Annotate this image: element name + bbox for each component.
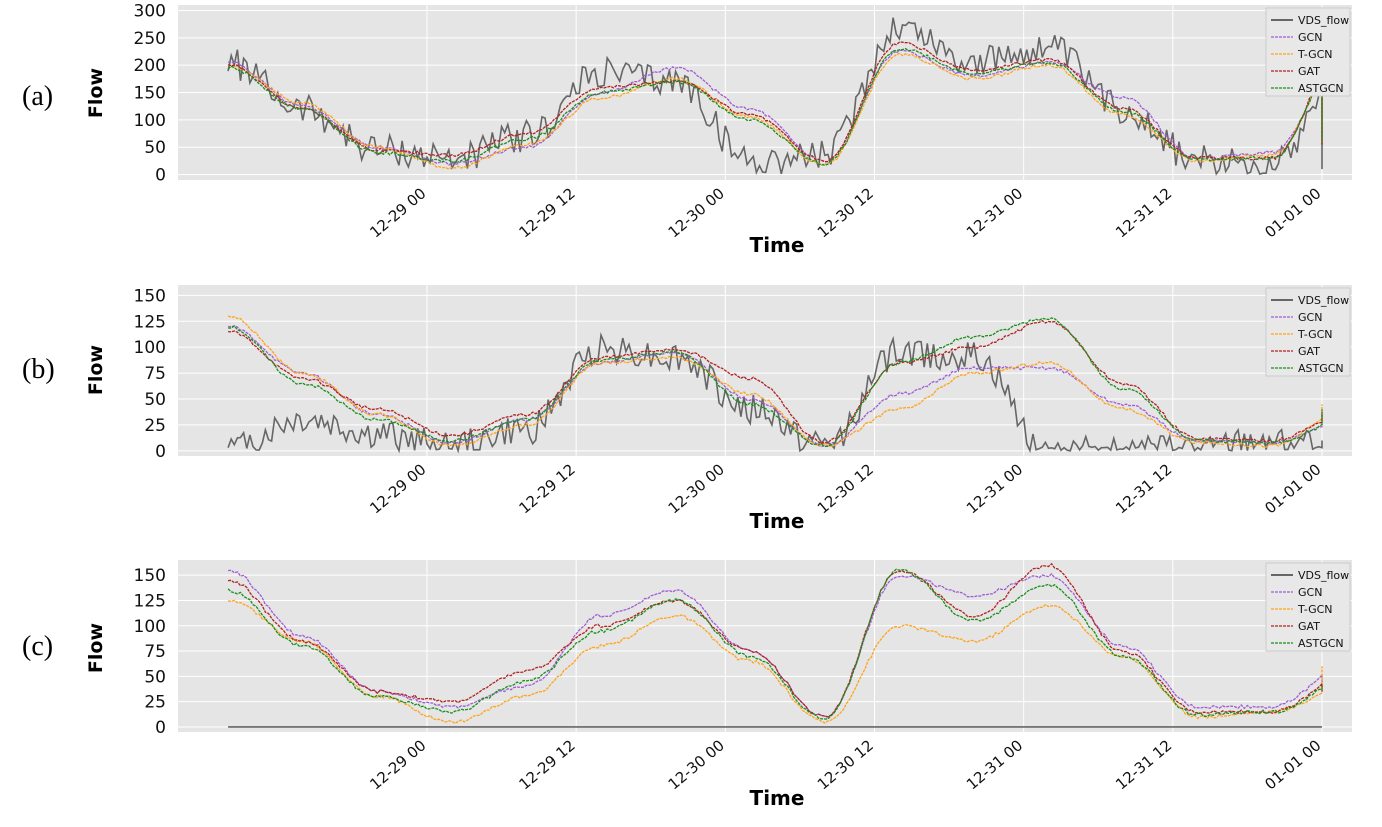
panel-0: 0 50 100 150 200 250 300 12-29 00 12-29 12 12-30 … (22, 1, 1352, 257)
legend (1265, 287, 1351, 377)
legend-entry: T-GCN (1297, 603, 1333, 616)
y-tick-label: 50 (144, 138, 166, 158)
x-tick-label: 12-30 00 (665, 736, 728, 793)
y-axis-label: Flow (85, 345, 107, 395)
y-tick-label: 150 (134, 566, 166, 586)
y-tick-label: 150 (134, 84, 166, 104)
x-tick-label: 12-31 00 (963, 184, 1026, 241)
x-axis-label: Time (750, 786, 805, 810)
y-tick-label: 0 (155, 718, 166, 738)
x-tick-label: 12-31 12 (1112, 460, 1175, 517)
series-line-gat (228, 319, 1323, 444)
y-tick-label: 75 (144, 364, 166, 384)
x-tick-label: 12-29 12 (515, 460, 578, 517)
panel-label: (a) (22, 81, 53, 112)
y-tick-label: 75 (144, 642, 166, 662)
legend-entry: GAT (1298, 345, 1320, 358)
plot-area (178, 560, 1352, 732)
x-tick-label: 12-31 12 (1112, 736, 1175, 793)
legend-entry: GCN (1298, 311, 1322, 324)
legend-entry: GAT (1298, 620, 1320, 633)
x-tick-label: 01-01 00 (1261, 460, 1324, 517)
legend (1265, 562, 1351, 652)
legend-entry: ASTGCN (1298, 82, 1344, 95)
series-line-astgcn (228, 317, 1323, 448)
legend-entry: GCN (1298, 586, 1322, 599)
y-tick-label: 0 (155, 166, 166, 186)
x-tick-label: 12-30 00 (665, 460, 728, 517)
y-axis-label: Flow (85, 68, 107, 118)
y-tick-label: 200 (134, 56, 166, 76)
legend-entry: T-GCN (1297, 328, 1333, 341)
x-tick-label: 12-29 00 (366, 736, 429, 793)
x-tick-label: 01-01 00 (1261, 184, 1324, 241)
y-tick-label: 250 (134, 29, 166, 49)
x-axis-label: Time (750, 233, 805, 257)
legend-entry: ASTGCN (1298, 362, 1344, 375)
x-tick-label: 12-29 00 (366, 184, 429, 241)
panel-label: (c) (22, 631, 53, 662)
y-tick-label: 0 (155, 442, 166, 462)
x-tick-label: 12-30 12 (814, 184, 877, 241)
series-line-gcn (228, 325, 1323, 448)
series-line-t-gcn (227, 315, 1323, 448)
y-tick-label: 100 (134, 338, 166, 358)
panel-label: (b) (22, 354, 55, 385)
x-tick-label: 12-30 12 (814, 736, 877, 793)
series-line-gat (227, 41, 1323, 163)
y-tick-label: 125 (134, 591, 166, 611)
x-tick-label: 12-29 12 (515, 736, 578, 793)
series-line-vds_flow (227, 17, 1323, 176)
x-tick-label: 12-31 12 (1112, 184, 1175, 241)
panel-1: 0 25 50 75 100 125 150 12-29 00 12-29 12 12-30 00… (22, 285, 1352, 533)
y-tick-label: 150 (134, 286, 166, 306)
y-tick-label: 50 (144, 667, 166, 687)
y-tick-label: 25 (144, 693, 166, 713)
x-tick-label: 12-31 00 (963, 736, 1026, 793)
legend-entry: VDS_flow (1298, 294, 1349, 307)
y-tick-label: 125 (134, 312, 166, 332)
panel-2: 0 25 50 75 100 125 150 12-29 00 12-29 12 12-30 00… (22, 560, 1352, 810)
legend-entry: T-GCN (1297, 48, 1333, 61)
x-tick-label: 12-30 12 (814, 460, 877, 517)
y-tick-label: 100 (134, 111, 166, 131)
x-axis-label: Time (750, 509, 805, 533)
legend-entry: VDS_flow (1298, 14, 1349, 27)
x-tick-label: 12-29 12 (515, 184, 578, 241)
y-tick-label: 100 (134, 617, 166, 637)
y-tick-label: 25 (144, 416, 166, 436)
legend (1265, 7, 1351, 97)
legend-entry: VDS_flow (1298, 569, 1349, 582)
y-tick-label: 300 (134, 1, 166, 21)
series-line-astgcn (227, 568, 1323, 720)
series-line-astgcn (227, 47, 1323, 166)
x-tick-label: 12-30 00 (665, 184, 728, 241)
legend-entry: GAT (1298, 65, 1320, 78)
x-tick-label: 01-01 00 (1261, 736, 1324, 793)
legend-entry: ASTGCN (1298, 637, 1344, 650)
x-tick-label: 12-31 00 (963, 460, 1026, 517)
y-tick-label: 50 (144, 390, 166, 410)
y-axis-label: Flow (85, 623, 107, 673)
x-tick-label: 12-29 00 (366, 460, 429, 517)
plot-area (178, 285, 1352, 456)
series-line-t-gcn (227, 599, 1323, 725)
legend-entry: GCN (1298, 31, 1322, 44)
series-line-gat (228, 562, 1323, 718)
